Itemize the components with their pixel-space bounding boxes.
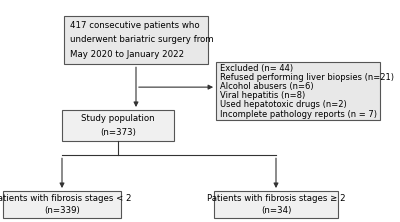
Text: Patients with fibrosis stages ≥ 2: Patients with fibrosis stages ≥ 2 <box>207 194 345 203</box>
Text: Study population: Study population <box>81 114 155 123</box>
Text: (n=34): (n=34) <box>261 206 291 215</box>
Text: 417 consecutive patients who: 417 consecutive patients who <box>70 21 200 30</box>
Text: Used hepatotoxic drugs (n=2): Used hepatotoxic drugs (n=2) <box>220 100 347 109</box>
Text: Alcohol abusers (n=6): Alcohol abusers (n=6) <box>220 82 314 91</box>
Text: Patients with fibrosis stages < 2: Patients with fibrosis stages < 2 <box>0 194 131 203</box>
FancyBboxPatch shape <box>3 191 121 218</box>
FancyBboxPatch shape <box>64 16 208 64</box>
Text: May 2020 to January 2022: May 2020 to January 2022 <box>70 50 184 59</box>
Text: underwent bariatric surgery from: underwent bariatric surgery from <box>70 36 214 44</box>
FancyBboxPatch shape <box>62 110 174 141</box>
FancyBboxPatch shape <box>214 191 338 218</box>
FancyBboxPatch shape <box>216 62 380 120</box>
Text: Incomplete pathology reports (n = 7): Incomplete pathology reports (n = 7) <box>220 109 377 119</box>
Text: Viral hepatitis (n=8): Viral hepatitis (n=8) <box>220 91 305 100</box>
Text: (n=339): (n=339) <box>44 206 80 215</box>
Text: (n=373): (n=373) <box>100 128 136 137</box>
Text: Excluded (n= 44): Excluded (n= 44) <box>220 63 293 73</box>
Text: Refused performing liver biopsies (n=21): Refused performing liver biopsies (n=21) <box>220 73 394 82</box>
